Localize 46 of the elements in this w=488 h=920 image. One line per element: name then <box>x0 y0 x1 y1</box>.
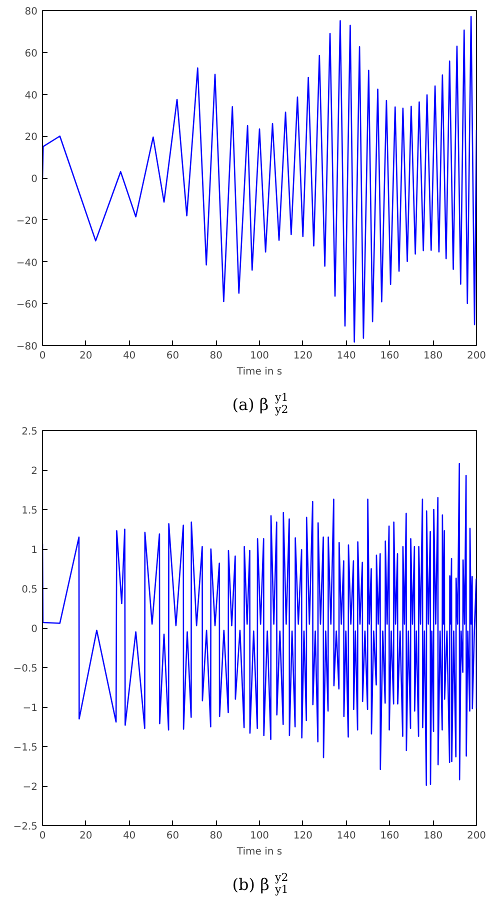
y-tick-label: −0.5 <box>13 664 38 674</box>
x-tick-label: 180 <box>424 830 443 842</box>
x-tick-label: 40 <box>122 350 136 362</box>
x-axis-title: Time in s <box>236 846 282 858</box>
y-tick-label: 60 <box>24 48 38 60</box>
y-tick-label: 20 <box>24 132 38 144</box>
y-tick-label: −1 <box>22 703 38 714</box>
x-tick-label: 200 <box>466 350 486 362</box>
y-tick-label: −80 <box>16 342 38 352</box>
x-axis-title: Time in s <box>236 366 282 378</box>
x-tick-label: 40 <box>122 830 136 842</box>
y-tick-label: 1.5 <box>22 506 38 516</box>
x-tick-label: 160 <box>380 830 400 842</box>
x-tick-label: 20 <box>80 830 92 842</box>
y-tick-label: 0 <box>31 174 38 185</box>
y-tick-label: 80 <box>24 6 38 18</box>
y-tick-label: −1.5 <box>13 742 38 754</box>
y-tick-label: 40 <box>24 90 38 102</box>
x-tick-label: 80 <box>210 350 222 362</box>
x-tick-label: 100 <box>250 350 270 362</box>
x-tick-label: 120 <box>293 830 312 842</box>
x-tick-label: 120 <box>293 350 312 362</box>
x-tick-label: 80 <box>210 830 222 842</box>
y-tick-label: −60 <box>16 300 38 311</box>
y-tick-label: −2.5 <box>13 822 38 832</box>
x-tick-label: 0 <box>39 830 46 842</box>
y-tick-label: 2.5 <box>22 426 38 438</box>
y-tick-label: −40 <box>16 258 38 269</box>
x-tick-label: 60 <box>166 830 180 842</box>
line-series <box>42 16 476 343</box>
y-tick-label: 2 <box>31 466 38 477</box>
x-tick-label: 100 <box>250 830 270 842</box>
x-tick-label: 0 <box>39 350 46 362</box>
y-tick-label: 0.5 <box>22 584 38 596</box>
y-tick-label: −20 <box>16 216 38 227</box>
x-tick-label: 140 <box>336 350 356 362</box>
x-tick-label: 140 <box>336 830 356 842</box>
x-tick-label: 20 <box>80 350 92 362</box>
x-tick-label: 180 <box>424 350 443 362</box>
line-series <box>42 463 476 786</box>
y-tick-label: −2 <box>22 782 38 793</box>
y-tick-label: 0 <box>31 624 38 635</box>
x-tick-label: 160 <box>380 350 400 362</box>
x-tick-label: 200 <box>466 830 486 842</box>
y-tick-label: 1 <box>31 545 38 556</box>
x-tick-label: 60 <box>166 350 180 362</box>
